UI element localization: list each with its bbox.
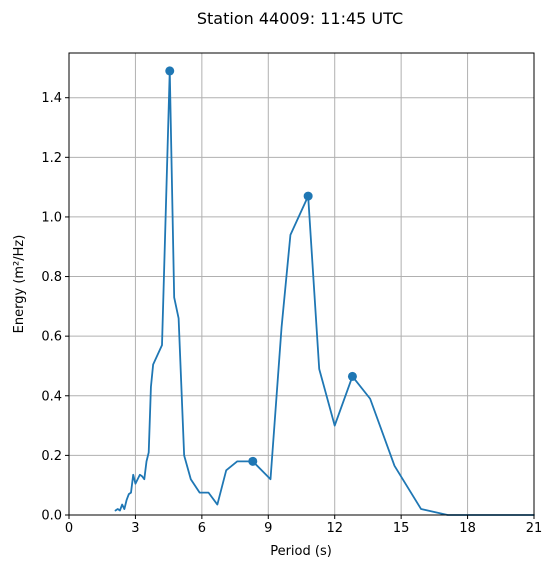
x-tick-label: 21 [526,521,543,536]
x-axis-label: Period (s) [270,544,332,559]
plot-area [114,66,535,516]
peak-marker [303,191,313,201]
y-tick-label: 1.4 [41,91,62,106]
axis-ticks: 0 3 6 9 12 15 18 21 0.0 0.2 0.4 0.6 0.8 1.0 1.2 1.4 [41,91,542,536]
grid [68,53,535,516]
x-tick-label: 6 [198,521,206,536]
x-tick-label: 18 [459,521,476,536]
x-tick-label: 0 [65,521,73,536]
y-tick-label: 0.6 [41,330,62,345]
x-tick-label: 12 [326,521,343,536]
plot-frame [68,52,535,516]
peak-marker [347,371,357,381]
chart-title: Station 44009: 11:45 UTC [197,9,403,28]
y-tick-label: 0.4 [41,389,62,404]
y-axis-label: Energy (m²/Hz) [12,235,27,334]
y-tick-label: 1.0 [41,210,62,225]
y-tick-label: 0.0 [41,509,62,524]
y-tick-label: 1.2 [41,151,62,166]
y-tick-label: 0.8 [41,270,62,285]
x-tick-label: 9 [264,521,272,536]
peak-marker [248,456,258,466]
energy-spectrum-line [114,69,535,516]
peak-marker [165,66,175,76]
x-tick-label: 3 [131,521,139,536]
y-tick-label: 0.2 [41,449,62,464]
x-tick-label: 15 [393,521,410,536]
